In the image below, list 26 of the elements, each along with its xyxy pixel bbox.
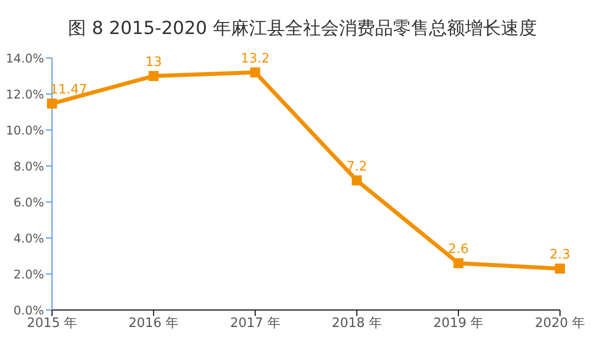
y-tick-label: 14.0%	[6, 51, 44, 66]
y-tick-label: 8.0%	[14, 159, 44, 174]
x-tick-label: 2017 年	[230, 316, 280, 332]
data-label: 7.2	[346, 159, 368, 174]
x-tick-label: 2016 年	[128, 316, 179, 332]
y-tick-label: 10.0%	[6, 123, 44, 138]
data-label: 2.3	[550, 248, 570, 263]
point	[352, 175, 362, 186]
x-tick-label: 2015 年	[26, 316, 78, 332]
x-tick-label: 2018 年	[332, 316, 382, 332]
x-tick-label: 2019 年	[433, 316, 484, 332]
chart-title: 图 8 2015-2020 年麻江县全社会消费品零售总额增长速度	[67, 17, 538, 40]
y-tick-label: 2.0%	[14, 267, 44, 282]
y-tick-label: 4.0%	[14, 231, 44, 246]
y-tick-label: 0.0%	[14, 303, 44, 318]
point	[453, 258, 464, 268]
point	[148, 71, 159, 81]
point	[555, 264, 565, 274]
point	[47, 98, 57, 109]
data-label: 13.2	[240, 51, 270, 66]
y-tick-label: 6.0%	[14, 195, 44, 210]
y-tick-label: 12.0%	[6, 87, 44, 102]
x-tick-label: 2020 年	[534, 316, 586, 332]
data-label: 13	[145, 55, 162, 70]
point	[250, 67, 260, 78]
data-label: 2.6	[448, 242, 469, 258]
